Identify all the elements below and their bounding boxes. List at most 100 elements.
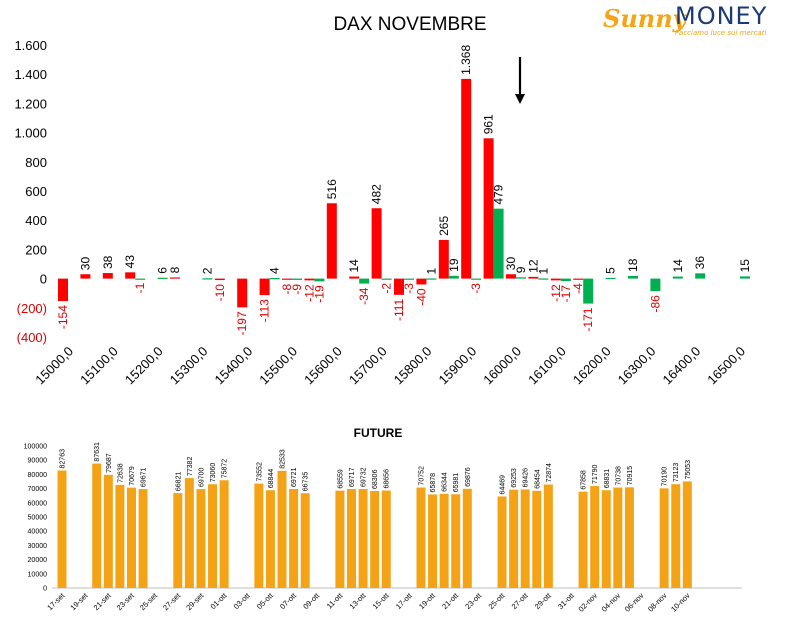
logo-money-text: MONEY [675,2,768,30]
x-tick-label: 15800,0 [391,344,435,388]
bar-data-label: -3 [469,283,483,294]
future-bar [184,478,194,588]
y-tick-label: 1.600 [14,38,47,53]
future-bar [590,486,600,588]
future-bar [208,484,218,588]
bar-data-label: -4 [571,283,585,294]
bar-data-label: 2 [200,267,214,274]
x-tick-label: 16100,0 [525,344,569,388]
future-bar [254,483,264,588]
red-bar [326,203,337,279]
red-bar [483,138,494,279]
x-tick-label: 10-nov [669,591,692,614]
green-bar [135,278,146,280]
bar-data-label: 30 [504,257,518,271]
bar-data-label: 15 [738,259,752,273]
future-bar [196,489,206,588]
red-bar [573,278,584,280]
x-tick-label: 11-ott [325,590,345,610]
future-bar [115,484,125,588]
green-bar [672,276,683,279]
x-tick-label: 31-ott [556,590,577,611]
y-tick-label: 200 [25,242,47,257]
y-tick-label: 0 [43,586,47,593]
bar-data-label: 82533 [280,449,287,469]
y-tick-label: 100000 [24,444,47,451]
bar-data-label: 65878 [430,473,437,493]
green-bar [157,277,168,279]
green-bar [426,278,437,280]
y-tick-label: 40000 [28,529,48,536]
red-bar [237,278,248,308]
bar-data-label: 68831 [604,469,611,489]
bar-data-label: 66821 [175,472,182,492]
y-tick-label: 1.200 [14,96,47,111]
future-bar [428,494,438,588]
bar-data-label: 75053 [685,460,692,480]
red-bar [58,278,68,302]
x-tick-label: 09-ott [301,590,322,611]
bar-data-label: -19 [312,285,326,303]
green-bar [628,275,638,279]
dax-x-axis: 15000,0 15100,0 15200,0 15300,0 15400,0 15500… [32,344,748,388]
logo-sunny-text: Sunny [603,4,687,33]
x-tick-label: 27-set [161,590,183,612]
y-tick-label: 1.000 [14,126,47,141]
future-bar [289,488,299,588]
future-bar [659,488,669,588]
future-bar [219,480,229,588]
red-bar [550,278,561,281]
bar-data-label: -12 [549,284,563,302]
red-bar [170,277,180,279]
future-bar [682,481,692,588]
x-tick-label: 02-nov [577,591,600,614]
future-bar [532,490,542,588]
bar-data-label: 1 [536,267,550,274]
bar-data-label: 73060 [210,463,217,483]
x-tick-label: 29-ott [533,590,554,611]
green-bar [605,277,616,280]
x-tick-label: 01-ott [209,590,230,611]
dax-y-axis: 1.600 1.400 1.200 1.000 800 600 400 200 0 (200) (4… [14,38,47,345]
bar-data-label: 482 [370,184,384,204]
future-bar [601,490,611,588]
bar-data-label: 70752 [418,466,425,486]
green-bar [314,278,325,282]
bar-data-label: 14 [347,259,361,273]
bar-data-label: 66344 [442,472,449,492]
green-bar [471,278,482,280]
red-bar [214,278,225,281]
y-tick-label: 60000 [28,500,48,507]
future-bar [173,493,183,588]
x-tick-label: 05-ott [255,590,276,611]
future-bar [300,493,310,588]
green-bar [381,278,392,280]
bar-data-label: 69876 [465,467,472,487]
green-bar [292,278,302,280]
future-bar [347,489,356,588]
x-tick-label: 15500,0 [256,344,300,388]
future-bar [497,496,507,588]
y-tick-label: 50000 [28,515,48,522]
x-tick-label: 07-ott [278,590,299,611]
x-tick-label: 16200,0 [570,344,614,388]
bar-data-label: 69717 [349,467,356,487]
y-tick-label: 70000 [28,486,48,493]
bar-data-label: 68454 [534,469,541,489]
y-tick-label: 1.400 [14,67,47,82]
y-tick-label: 30000 [28,543,48,550]
green-bar [516,277,526,279]
bar-data-label: -171 [581,307,595,331]
x-tick-label: 15-ott [371,590,392,611]
dax-bars [58,78,750,308]
y-tick-label: 800 [25,155,47,170]
red-bar [102,273,113,279]
x-tick-label: 15200,0 [122,344,166,388]
x-tick-label: 06-nov [623,591,646,614]
x-tick-label: 03-ott [232,590,253,611]
red-bar [461,78,472,279]
future-bar [381,490,391,588]
bar-data-label: 70679 [129,466,136,486]
future-bar [277,470,287,588]
green-bar [448,275,459,279]
